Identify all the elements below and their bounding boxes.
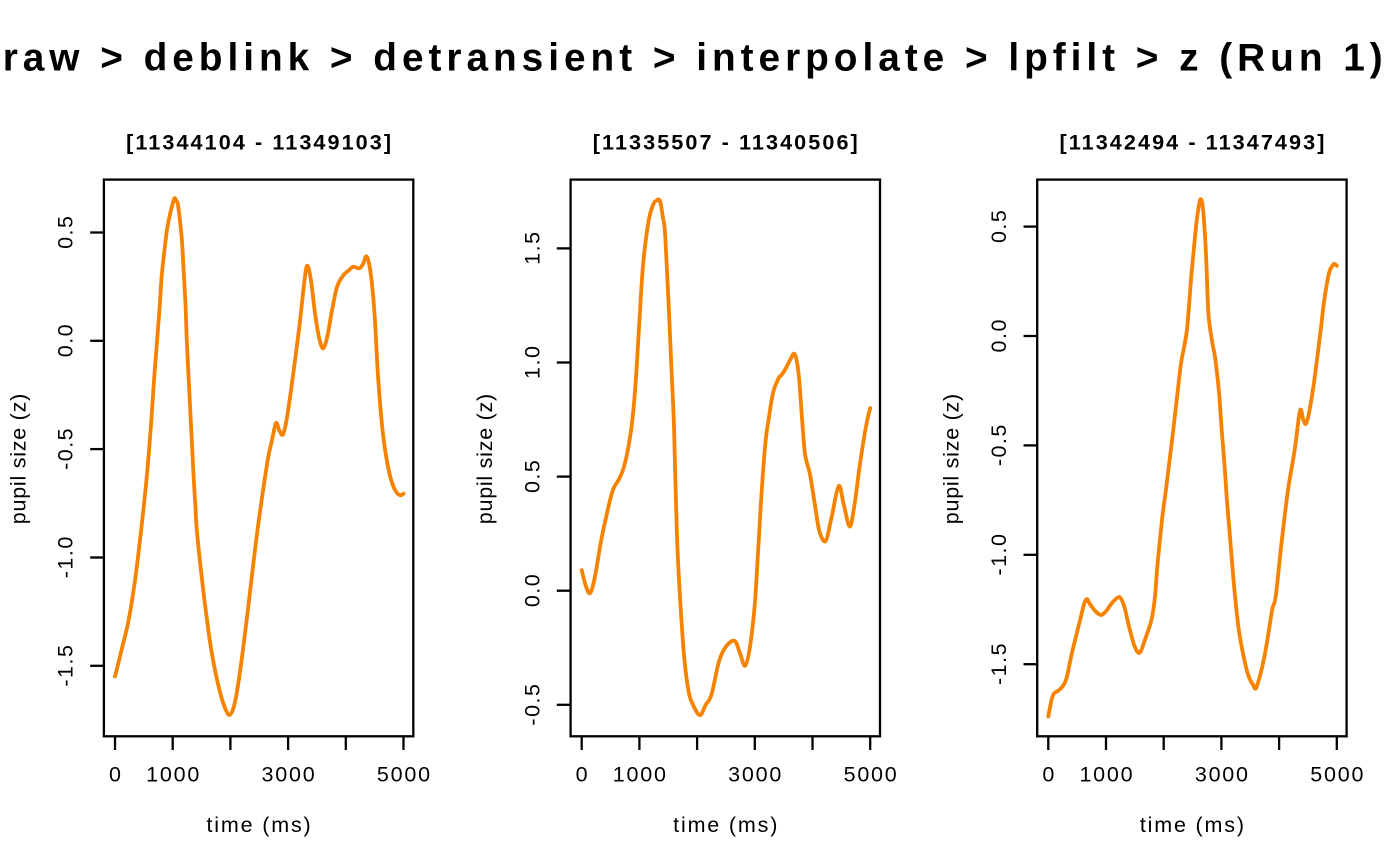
svg-text:time (ms): time (ms) <box>206 813 312 837</box>
svg-text:5000: 5000 <box>1310 762 1365 786</box>
svg-text:0.0: 0.0 <box>54 323 78 357</box>
svg-text:time (ms): time (ms) <box>673 813 779 837</box>
svg-text:0.0: 0.0 <box>520 573 544 607</box>
svg-text:raw > deblink > detransient >: raw > deblink > detransient > interpolat… <box>3 37 1388 80</box>
svg-text:0.5: 0.5 <box>54 215 78 249</box>
svg-text:-1.5: -1.5 <box>54 644 78 687</box>
svg-text:0: 0 <box>109 762 123 786</box>
svg-text:0.5: 0.5 <box>987 209 1011 243</box>
svg-text:[11344104 - 11349103]: [11344104 - 11349103] <box>126 130 393 155</box>
svg-text:5000: 5000 <box>377 762 432 786</box>
svg-text:3000: 3000 <box>262 762 317 786</box>
svg-text:3000: 3000 <box>728 762 783 786</box>
svg-text:pupil size (z): pupil size (z) <box>6 393 30 524</box>
svg-text:3000: 3000 <box>1195 762 1250 786</box>
svg-text:time (ms): time (ms) <box>1140 813 1246 837</box>
svg-text:-1.0: -1.0 <box>987 533 1011 576</box>
svg-text:0: 0 <box>1042 762 1056 786</box>
svg-text:[11342494 - 11347493]: [11342494 - 11347493] <box>1059 130 1326 155</box>
svg-text:-0.5: -0.5 <box>54 427 78 470</box>
svg-text:pupil size (z): pupil size (z) <box>940 393 964 524</box>
svg-text:1000: 1000 <box>613 762 668 786</box>
svg-text:pupil size (z): pupil size (z) <box>473 393 497 524</box>
svg-text:1.0: 1.0 <box>520 345 544 379</box>
svg-text:-0.5: -0.5 <box>987 423 1011 466</box>
svg-text:5000: 5000 <box>844 762 899 786</box>
svg-text:1000: 1000 <box>1079 762 1134 786</box>
svg-text:0: 0 <box>576 762 590 786</box>
svg-text:[11335507 - 11340506]: [11335507 - 11340506] <box>593 130 860 155</box>
svg-text:-1.5: -1.5 <box>987 642 1011 685</box>
svg-text:-0.5: -0.5 <box>520 683 544 726</box>
svg-text:1.5: 1.5 <box>520 230 544 264</box>
svg-text:1000: 1000 <box>146 762 201 786</box>
svg-text:0.0: 0.0 <box>987 318 1011 352</box>
svg-text:0.5: 0.5 <box>520 459 544 493</box>
svg-text:-1.0: -1.0 <box>54 535 78 578</box>
